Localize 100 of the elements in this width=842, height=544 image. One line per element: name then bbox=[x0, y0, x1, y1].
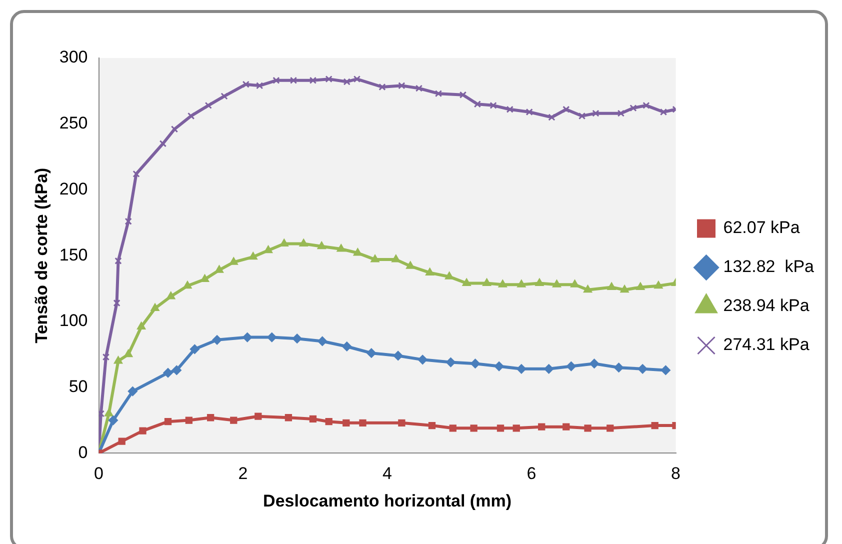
point bbox=[606, 424, 614, 432]
point bbox=[517, 280, 526, 288]
point bbox=[318, 336, 328, 346]
y-tick-label: 50 bbox=[68, 377, 88, 396]
legend-label: 238.94 kPa bbox=[723, 296, 810, 316]
point bbox=[607, 282, 616, 290]
point bbox=[150, 304, 160, 312]
point bbox=[104, 408, 114, 416]
point bbox=[166, 292, 176, 300]
point bbox=[204, 102, 212, 110]
point bbox=[434, 90, 442, 98]
x-tick-label: 8 bbox=[671, 464, 680, 484]
x-tick-label: 6 bbox=[526, 464, 536, 484]
point bbox=[638, 364, 648, 374]
point bbox=[415, 84, 423, 92]
point bbox=[642, 102, 650, 110]
point bbox=[264, 246, 272, 254]
point bbox=[470, 358, 480, 368]
point bbox=[183, 281, 192, 289]
point bbox=[359, 419, 366, 426]
point bbox=[342, 342, 352, 352]
x-tick-label: 4 bbox=[382, 464, 392, 484]
point bbox=[566, 362, 576, 372]
point bbox=[113, 299, 120, 307]
point bbox=[470, 424, 478, 432]
point bbox=[474, 100, 481, 108]
point bbox=[584, 285, 592, 293]
point bbox=[343, 78, 350, 86]
point bbox=[651, 422, 658, 430]
point bbox=[206, 414, 214, 422]
x-tick-label: 0 bbox=[94, 464, 104, 484]
point bbox=[446, 358, 456, 368]
point bbox=[449, 424, 456, 432]
point bbox=[406, 261, 415, 269]
point bbox=[617, 110, 625, 117]
point bbox=[309, 76, 317, 84]
legend-label: 274.31 kPa bbox=[723, 335, 810, 354]
y-tick-label: 0 bbox=[78, 442, 88, 462]
point bbox=[370, 254, 380, 262]
point bbox=[139, 427, 146, 434]
point bbox=[188, 112, 195, 120]
point bbox=[548, 114, 556, 121]
point bbox=[185, 416, 192, 424]
point bbox=[506, 106, 514, 113]
point bbox=[212, 335, 222, 345]
x-tick-label: 2 bbox=[238, 464, 248, 484]
point bbox=[132, 170, 140, 178]
point bbox=[164, 418, 172, 426]
point bbox=[660, 365, 670, 375]
point bbox=[630, 104, 637, 112]
point bbox=[393, 350, 403, 360]
point bbox=[200, 274, 209, 282]
point bbox=[317, 242, 326, 250]
point bbox=[544, 364, 554, 374]
point bbox=[342, 419, 350, 426]
point bbox=[538, 423, 546, 430]
y-tick-label: 100 bbox=[59, 311, 88, 330]
legend-label: 132.82 kPa bbox=[723, 257, 815, 276]
point bbox=[215, 265, 224, 273]
point bbox=[516, 364, 526, 374]
point bbox=[309, 415, 317, 423]
legend-label: 62.07 kPa bbox=[723, 218, 800, 238]
x-axis-title: Deslocamento horizontal (mm) bbox=[263, 491, 512, 510]
point bbox=[552, 280, 561, 288]
point bbox=[654, 281, 663, 289]
point bbox=[325, 418, 332, 426]
point bbox=[98, 410, 105, 418]
point bbox=[498, 280, 507, 288]
point bbox=[325, 76, 332, 83]
point bbox=[102, 353, 110, 361]
y-tick-label: 250 bbox=[59, 114, 88, 133]
point bbox=[336, 244, 346, 252]
point bbox=[124, 350, 133, 358]
point bbox=[482, 278, 492, 286]
point bbox=[137, 322, 146, 330]
y-axis-title: Tensão de corte (kPa) bbox=[32, 168, 51, 344]
point bbox=[292, 334, 302, 344]
point bbox=[512, 424, 520, 432]
point bbox=[620, 285, 629, 293]
y-tick-label: 300 bbox=[59, 48, 88, 67]
point bbox=[170, 126, 178, 133]
point bbox=[299, 238, 308, 246]
point bbox=[128, 386, 138, 396]
point bbox=[114, 356, 122, 364]
point bbox=[272, 76, 280, 84]
point bbox=[114, 257, 122, 264]
point bbox=[526, 108, 533, 116]
point bbox=[242, 80, 250, 88]
point bbox=[267, 332, 277, 342]
point bbox=[398, 419, 406, 426]
point bbox=[636, 282, 645, 290]
point bbox=[494, 362, 504, 372]
point bbox=[428, 422, 436, 430]
y-tick-label: 200 bbox=[59, 179, 88, 198]
point bbox=[124, 218, 132, 225]
point bbox=[496, 424, 504, 432]
point bbox=[584, 424, 592, 432]
y-tick-label: 150 bbox=[59, 245, 88, 264]
point bbox=[284, 414, 292, 422]
point bbox=[230, 416, 238, 424]
